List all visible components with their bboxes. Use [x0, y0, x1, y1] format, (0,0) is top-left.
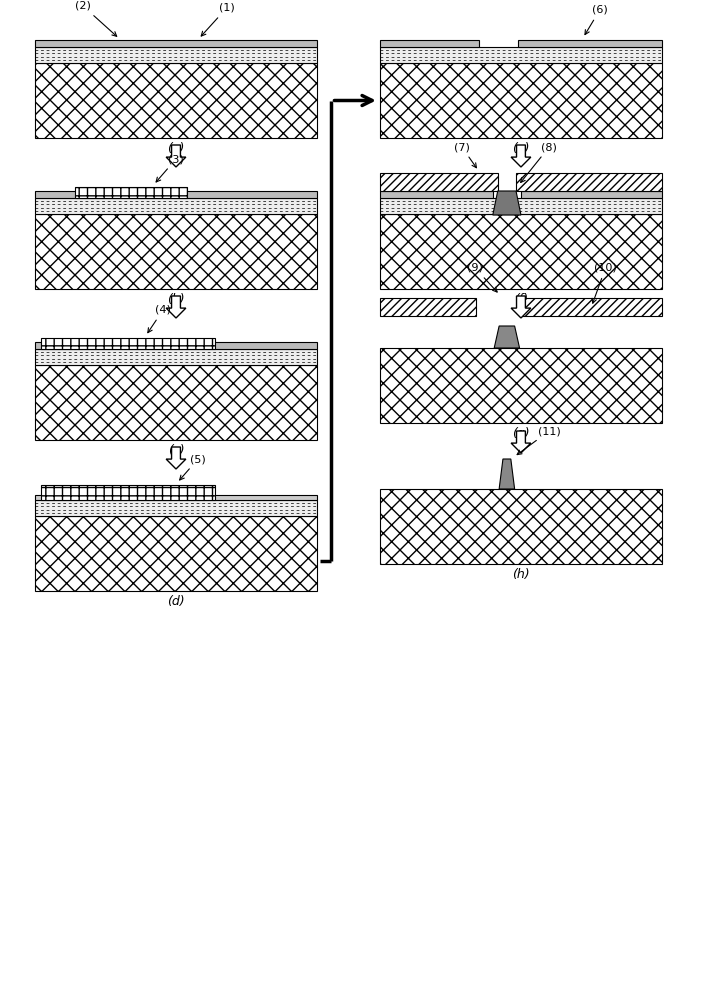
Text: (4): (4): [148, 305, 171, 333]
Bar: [35, 342, 317, 349]
Text: (8): (8): [521, 142, 557, 182]
Text: (11): (11): [517, 426, 560, 455]
Text: (f): (f): [514, 293, 528, 306]
Text: (e): (e): [513, 142, 529, 155]
Text: (9): (9): [467, 263, 497, 292]
Text: (b): (b): [167, 293, 185, 306]
Polygon shape: [166, 447, 186, 469]
Bar: [35, 47, 317, 63]
Bar: [35, 500, 317, 516]
Bar: [41, 485, 215, 500]
Bar: [380, 63, 662, 138]
Polygon shape: [511, 145, 531, 167]
Bar: [380, 40, 479, 47]
Polygon shape: [499, 459, 515, 489]
Bar: [516, 173, 662, 191]
Bar: [35, 516, 317, 591]
Bar: [41, 338, 215, 349]
Bar: [380, 214, 662, 289]
Bar: [380, 173, 498, 191]
Text: (g): (g): [512, 427, 530, 440]
Bar: [380, 298, 476, 316]
Bar: [521, 298, 662, 316]
Bar: [75, 187, 187, 198]
Text: (1): (1): [201, 3, 234, 36]
Polygon shape: [511, 431, 531, 453]
Text: (h): (h): [512, 568, 530, 581]
Bar: [35, 214, 317, 289]
Text: (c): (c): [168, 444, 184, 457]
Text: (7): (7): [454, 142, 477, 168]
Bar: [380, 191, 493, 198]
Text: (2): (2): [75, 1, 117, 36]
Polygon shape: [494, 326, 520, 348]
Text: (6): (6): [585, 5, 608, 35]
Text: (d): (d): [167, 595, 185, 608]
Bar: [35, 63, 317, 138]
Bar: [380, 348, 662, 423]
Bar: [35, 191, 317, 198]
Polygon shape: [166, 296, 186, 318]
Bar: [518, 40, 662, 47]
Polygon shape: [493, 191, 521, 215]
Text: (3): (3): [156, 154, 184, 182]
Text: (10): (10): [592, 263, 617, 303]
Bar: [380, 198, 662, 214]
Text: (a): (a): [168, 142, 184, 155]
Bar: [35, 349, 317, 365]
Polygon shape: [166, 145, 186, 167]
Bar: [380, 489, 662, 564]
Bar: [35, 495, 317, 500]
Bar: [380, 47, 662, 63]
Polygon shape: [511, 296, 531, 318]
Bar: [35, 40, 317, 47]
Bar: [35, 365, 317, 440]
Text: (5): (5): [180, 454, 206, 480]
Bar: [521, 191, 662, 198]
Bar: [35, 198, 317, 214]
